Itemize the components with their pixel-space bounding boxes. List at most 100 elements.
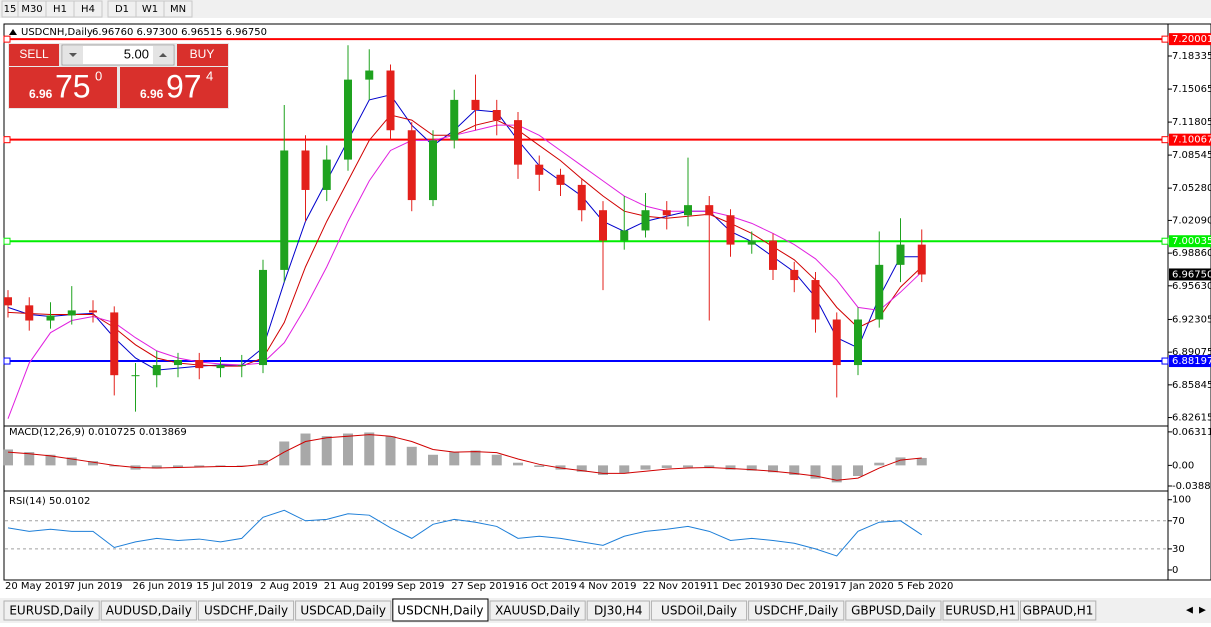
tab-label: USDCHF,Daily (204, 604, 288, 618)
x-tick-label: 26 Jun 2019 (133, 581, 193, 592)
candle-body (67, 310, 76, 316)
timeframe-button[interactable] (163, 0, 193, 18)
level-handle[interactable] (1161, 237, 1169, 245)
macd-bar (236, 465, 247, 466)
candle-body (195, 359, 204, 369)
symbol-tab[interactable] (586, 600, 650, 621)
lot-input[interactable] (61, 44, 175, 66)
level-handle[interactable] (1161, 136, 1169, 144)
x-tick-label: 17 Jan 2020 (834, 581, 894, 592)
macd-bar (746, 465, 757, 471)
tab-label: USDCAD,Daily (300, 604, 386, 618)
level-handle[interactable] (1161, 357, 1169, 365)
candle-body (89, 310, 97, 313)
candle-body (577, 184, 586, 211)
timeframe-label: H4 (81, 4, 95, 15)
candle-body (4, 297, 12, 306)
bid-main: 75 (55, 68, 91, 104)
macd-bar (619, 465, 630, 474)
macd-bar (768, 465, 778, 473)
x-tick-label: 5 Feb 2020 (898, 581, 954, 592)
macd-bar (109, 465, 120, 467)
candle-body (386, 70, 395, 131)
y-tick-label: 7.02090 (1172, 215, 1211, 226)
level-handle[interactable] (1161, 35, 1169, 43)
buy-label: BUY (190, 47, 215, 61)
scroll-right[interactable]: ▶ (1199, 606, 1206, 616)
chart-frame (3, 23, 1211, 581)
tab-label: EURUSD,H1 (945, 604, 1016, 618)
symbol-tab[interactable] (392, 598, 489, 622)
candle-body (152, 365, 161, 376)
collapse-icon[interactable] (9, 29, 17, 35)
symbol-tab[interactable] (748, 600, 845, 621)
level-handle[interactable] (3, 35, 11, 43)
level-handle[interactable] (3, 237, 11, 245)
macd-bar (491, 454, 502, 466)
tab-label: USDCNH,Daily (397, 604, 483, 618)
macd-bar (173, 465, 183, 468)
scroll-left[interactable]: ◀ (1186, 606, 1193, 616)
symbol-tab[interactable] (100, 600, 197, 621)
macd-bar (831, 465, 842, 483)
symbol-tab[interactable] (489, 600, 586, 621)
candle-body (365, 70, 374, 80)
level-handle[interactable] (3, 136, 11, 144)
sell-button[interactable] (9, 44, 59, 66)
y-tick-label: 7.05280 (1172, 183, 1211, 194)
lot-down-icon (69, 53, 77, 57)
macd-bar (364, 432, 375, 466)
candle-body (174, 359, 182, 366)
buy-button[interactable] (177, 44, 228, 66)
timeframe-label: M30 (21, 4, 42, 15)
macd-bar (194, 465, 205, 467)
timeframe-button[interactable] (73, 0, 103, 18)
macd-bar (895, 457, 906, 466)
moving-average (7, 124, 923, 419)
level-label: 7.00035 (1172, 236, 1211, 247)
symbol-tab[interactable] (197, 600, 295, 621)
ask-box[interactable] (120, 67, 228, 108)
y-tick-label: 0.00 (1172, 460, 1194, 471)
level-handle[interactable] (3, 357, 11, 365)
symbol-tab[interactable] (1019, 600, 1097, 621)
symbol-tab[interactable] (650, 600, 748, 621)
macd-bar (704, 465, 715, 468)
macd-bar (321, 436, 332, 466)
y-tick-label: 6.89075 (1172, 347, 1211, 358)
y-tick-label: 30 (1172, 544, 1185, 555)
y-tick-label: 0 (1172, 565, 1178, 576)
candle-body (471, 99, 480, 110)
candle-body (301, 150, 310, 190)
macd-bar (279, 441, 290, 466)
candle-body (514, 120, 522, 165)
candle-body (662, 210, 671, 216)
macd-bar (874, 462, 885, 466)
tab-label: DJ30,H4 (594, 604, 643, 618)
bid-box[interactable] (9, 67, 117, 108)
x-tick-label: 4 Nov 2019 (579, 581, 637, 592)
candle-body (450, 99, 459, 141)
y-tick-label: 0.063113 (1172, 427, 1211, 438)
y-tick-label: 70 (1172, 516, 1185, 527)
x-tick-label: 20 May 2019 (5, 581, 70, 592)
symbol-tab[interactable] (942, 600, 1019, 621)
candle-body (726, 215, 735, 245)
timeframe-label: 15 (4, 4, 17, 15)
symbol-tab[interactable] (3, 600, 100, 621)
macd-signal (7, 434, 922, 481)
bid-big: 6.96 (29, 87, 53, 101)
rsi-line (7, 509, 923, 557)
macd-bar (555, 465, 566, 470)
level-tag (1169, 235, 1211, 248)
symbol-tab[interactable] (845, 600, 942, 621)
macd-bar (88, 461, 98, 466)
macd-bar (66, 457, 77, 466)
current-price-label: 6.96750 (1172, 269, 1211, 280)
x-tick-label: 21 Aug 2019 (324, 581, 388, 592)
x-tick-label: 2 Aug 2019 (260, 581, 318, 592)
symbol-tab[interactable] (295, 600, 392, 621)
tab-label: GBPUSD,Daily (851, 604, 936, 618)
ask-big: 6.96 (140, 87, 164, 101)
